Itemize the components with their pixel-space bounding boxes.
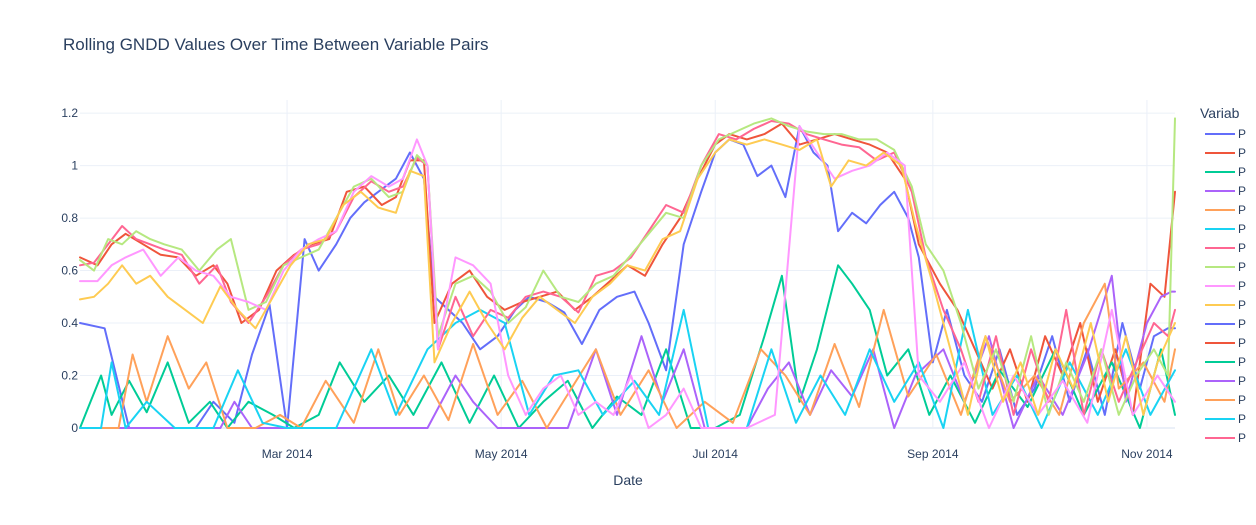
x-tick-label: Jul 2014 bbox=[693, 447, 739, 461]
x-tick-label: Mar 2014 bbox=[262, 447, 313, 461]
legend-label: P bbox=[1238, 412, 1246, 426]
legend-item[interactable]: P bbox=[1205, 241, 1246, 255]
series-lines bbox=[79, 117, 1176, 429]
legend-item[interactable]: P bbox=[1205, 184, 1246, 198]
legend-item[interactable]: P bbox=[1205, 374, 1246, 388]
legend-label: P bbox=[1238, 279, 1246, 293]
legend-item[interactable]: P bbox=[1205, 355, 1246, 369]
y-tick-label: 1.2 bbox=[61, 106, 78, 120]
legend-label: P bbox=[1238, 260, 1246, 274]
legend-label: P bbox=[1238, 298, 1246, 312]
legend-label: P bbox=[1238, 393, 1246, 407]
legend-item[interactable]: P bbox=[1205, 222, 1246, 236]
legend-label: P bbox=[1238, 127, 1246, 141]
legend-item[interactable]: P bbox=[1205, 127, 1246, 141]
series-line-4 bbox=[79, 274, 1176, 429]
legend-label: P bbox=[1238, 165, 1246, 179]
y-tick-label: 0.8 bbox=[61, 211, 78, 225]
legend-label: P bbox=[1238, 336, 1246, 350]
legend-item[interactable]: P bbox=[1205, 165, 1246, 179]
legend-label: P bbox=[1238, 355, 1246, 369]
legend-item[interactable]: P bbox=[1205, 412, 1246, 426]
legend-item[interactable]: P bbox=[1205, 298, 1246, 312]
y-axis-ticks: 0 0.2 0.4 0.6 0.8 1 1.2 bbox=[61, 106, 78, 435]
legend-label: P bbox=[1238, 203, 1246, 217]
legend-label: P bbox=[1238, 146, 1246, 160]
legend-item[interactable]: P bbox=[1205, 146, 1246, 160]
y-tick-label: 0 bbox=[71, 421, 78, 435]
x-axis-title: Date bbox=[613, 472, 643, 488]
x-tick-label: Nov 2014 bbox=[1121, 447, 1173, 461]
chart-title: Rolling GNDD Values Over Time Between Va… bbox=[63, 35, 488, 54]
legend-label: P bbox=[1238, 431, 1246, 445]
legend-item[interactable]: P bbox=[1205, 431, 1246, 445]
legend-item[interactable]: P bbox=[1205, 317, 1246, 331]
legend-label: P bbox=[1238, 374, 1246, 388]
legend-item[interactable]: P bbox=[1205, 260, 1246, 274]
series-line-1 bbox=[79, 125, 1176, 429]
legend-item[interactable]: P bbox=[1205, 203, 1246, 217]
legend-label: P bbox=[1238, 317, 1246, 331]
legend-item[interactable]: P bbox=[1205, 393, 1246, 407]
legend-label: P bbox=[1238, 222, 1246, 236]
x-axis-ticks: Mar 2014 May 2014 Jul 2014 Sep 2014 Nov 2014 bbox=[262, 447, 1173, 461]
x-tick-label: May 2014 bbox=[475, 447, 528, 461]
series-line-5 bbox=[79, 282, 1176, 429]
legend-item[interactable]: P bbox=[1205, 336, 1246, 350]
y-tick-label: 0.6 bbox=[61, 264, 78, 278]
series-line-9 bbox=[79, 125, 1176, 429]
x-tick-label: Sep 2014 bbox=[907, 447, 959, 461]
series-line-7 bbox=[79, 120, 1176, 416]
series-line-8 bbox=[79, 117, 1176, 416]
legend-title: Variab bbox=[1200, 105, 1240, 121]
series-line-6 bbox=[79, 308, 1176, 429]
y-tick-label: 0.4 bbox=[61, 316, 78, 330]
y-tick-label: 0.2 bbox=[61, 369, 78, 383]
y-tick-label: 1 bbox=[71, 159, 78, 173]
legend-label: P bbox=[1238, 241, 1246, 255]
legend-item[interactable]: P bbox=[1205, 279, 1246, 293]
series-line-10 bbox=[79, 138, 1176, 416]
legend-label: P bbox=[1238, 184, 1246, 198]
